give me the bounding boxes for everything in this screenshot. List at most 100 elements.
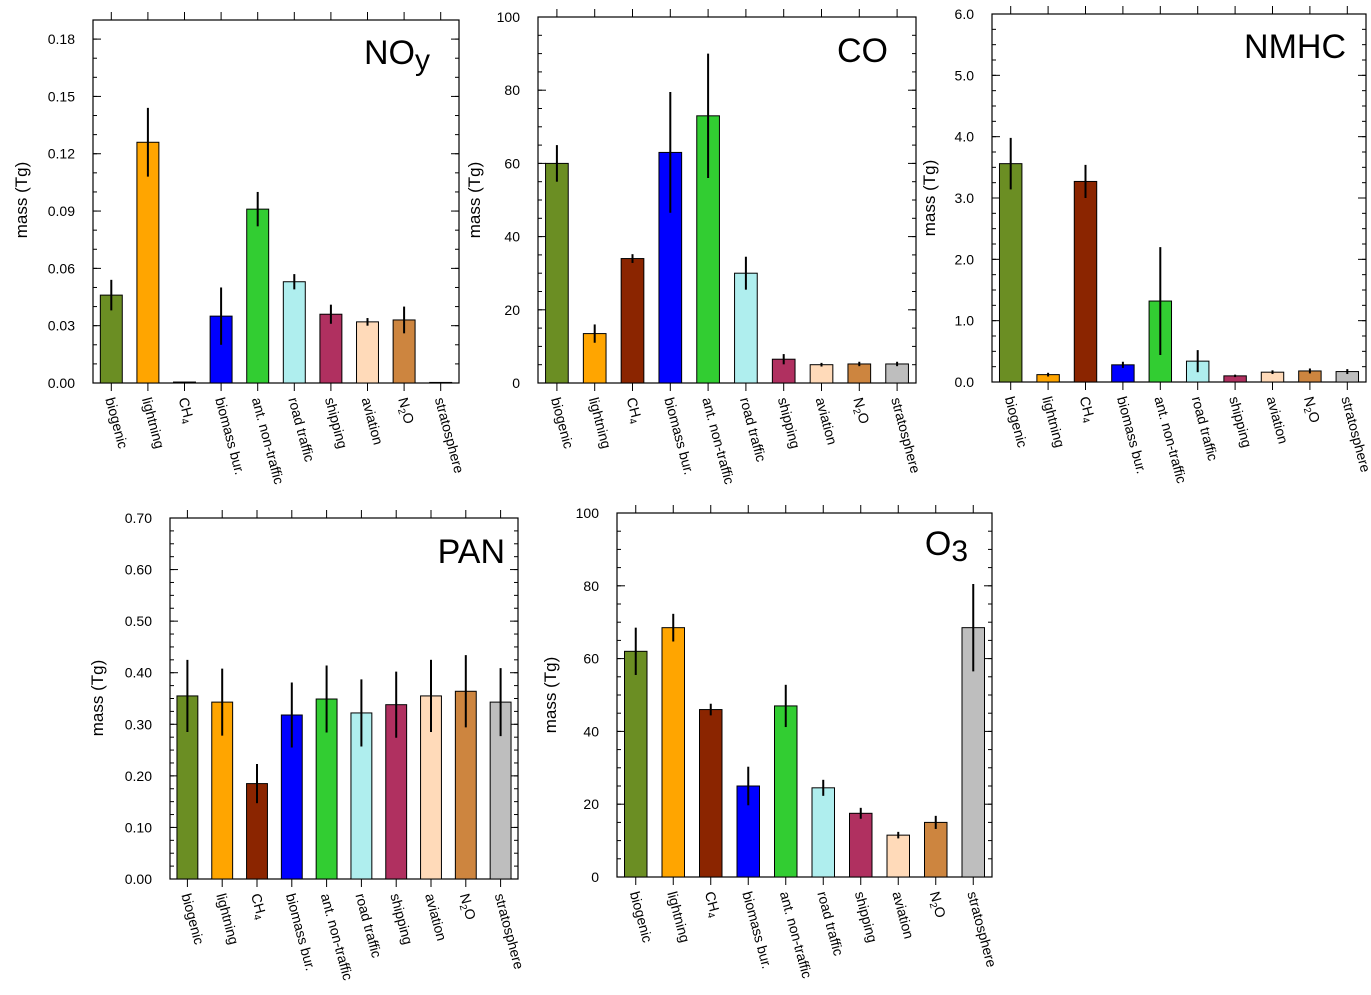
x-category-label: lightning xyxy=(139,396,168,451)
y-tick-label: 4.0 xyxy=(955,129,975,145)
y-tick-label: 0.00 xyxy=(48,375,75,391)
bar-biogenic xyxy=(998,163,1023,383)
x-category-label: biomass bur. xyxy=(1114,395,1150,476)
bar-biogenic xyxy=(624,650,648,878)
y-tick-label: 20 xyxy=(504,302,520,318)
y-tick-label: 0.40 xyxy=(125,665,152,681)
y-tick-label: 0.15 xyxy=(48,88,75,104)
bar-ch4 xyxy=(173,381,196,384)
x-category-label: shipping xyxy=(775,396,804,451)
y-tick-label: 0 xyxy=(591,869,599,885)
x-category-label: biogenic xyxy=(1002,395,1031,450)
y-tick-label: 100 xyxy=(576,505,600,521)
panel-o3: 0 20 40 60 80 100 mass (Tg) O3 biogenic lightning… xyxy=(541,505,1000,980)
y-tick-label: 0.18 xyxy=(48,31,75,47)
y-tick-label: 3.0 xyxy=(955,190,975,206)
y-tick-label: 0 xyxy=(512,375,520,391)
x-category-label: lightning xyxy=(1039,395,1068,450)
bar-n2o xyxy=(924,821,948,878)
x-category-label: CH4​ xyxy=(699,890,724,920)
x-category-label: ant. non-traffic xyxy=(1151,395,1190,485)
y-axis-label: mass (Tg) xyxy=(465,162,484,239)
bar-road-traffic xyxy=(282,281,306,384)
plot-frame xyxy=(92,19,460,384)
x-category-label: stratosphere xyxy=(888,396,924,476)
x-category-label: biogenic xyxy=(179,892,208,947)
x-category-label: aviation xyxy=(813,396,841,447)
bar-ch4 xyxy=(620,258,645,384)
x-category-label: ant. non-traffic xyxy=(249,396,288,486)
x-category-label: N2​O xyxy=(392,396,417,427)
x-category-label: road traffic xyxy=(285,396,318,464)
x-category-label: CH4​ xyxy=(173,396,198,426)
x-category-label: road traffic xyxy=(814,890,847,958)
panel-title: O3 xyxy=(925,525,968,568)
y-tick-label: 80 xyxy=(504,82,520,98)
bar-lightning xyxy=(661,627,685,878)
bar-stratosphere xyxy=(429,381,453,384)
x-category-label: biomass bur. xyxy=(283,892,319,973)
bar-shipping xyxy=(849,812,873,878)
x-category-label: CH4​ xyxy=(1074,395,1099,425)
bar-aviation xyxy=(886,834,910,878)
y-tick-label: 0.00 xyxy=(125,871,152,887)
y-tick-label: 0.10 xyxy=(125,819,152,835)
y-tick-label: 1.0 xyxy=(955,313,975,329)
bar-ant-non-traffic xyxy=(774,705,798,878)
x-category-label: biogenic xyxy=(102,396,131,451)
y-tick-label: 0.50 xyxy=(125,613,152,629)
x-category-label: stratosphere xyxy=(492,892,528,972)
bar-n2o xyxy=(847,363,872,384)
x-category-label: aviation xyxy=(359,396,387,447)
x-category-label: biomass bur. xyxy=(739,890,775,971)
x-category-label: ant. non-traffic xyxy=(699,396,738,486)
x-category-label: lightning xyxy=(213,892,242,947)
y-tick-label: 0.20 xyxy=(125,768,152,784)
x-category-label: biomass bur. xyxy=(661,396,697,477)
x-category-label: aviation xyxy=(889,890,917,941)
x-category-label: biomass bur. xyxy=(212,396,248,477)
y-axis-label: mass (Tg) xyxy=(920,160,939,237)
x-category-label: aviation xyxy=(1264,395,1292,446)
x-category-label: ant. non-traffic xyxy=(777,890,816,980)
bar-stratosphere xyxy=(885,363,909,384)
bar-road-traffic xyxy=(811,787,835,878)
bar-lightning xyxy=(136,141,160,384)
panel-title: NMHC xyxy=(1244,28,1346,66)
panel-title: PAN xyxy=(438,533,505,571)
panel-title: NOy xyxy=(364,34,430,77)
x-category-label: shipping xyxy=(322,396,351,451)
y-axis-label: mass (Tg) xyxy=(12,162,31,239)
y-tick-label: 0.06 xyxy=(48,260,75,276)
bar-biogenic xyxy=(545,162,569,384)
x-category-label: road traffic xyxy=(737,396,770,464)
x-category-label: lightning xyxy=(664,890,693,945)
bar-ch4 xyxy=(1073,180,1098,383)
panel-nmhc: 0.0 1.0 2.0 3.0 4.0 5.0 6.0 mass (Tg) NMHC biogen… xyxy=(920,6,1371,485)
x-category-label: shipping xyxy=(387,892,416,947)
y-tick-label: 0.70 xyxy=(125,510,152,526)
x-category-label: road traffic xyxy=(353,892,386,960)
y-tick-label: 2.0 xyxy=(955,251,975,267)
x-category-label: N2​O xyxy=(1298,395,1323,426)
y-tick-label: 60 xyxy=(504,155,520,171)
panel-co: 0 20 40 60 80 100 mass (Tg) CO biogenic lightning… xyxy=(465,9,924,486)
x-category-label: stratosphere xyxy=(964,890,1000,970)
bar-ch4 xyxy=(699,709,723,878)
y-tick-label: 100 xyxy=(497,9,521,25)
y-tick-label: 0.0 xyxy=(955,374,975,390)
bar-shipping xyxy=(319,313,343,384)
y-tick-label: 0.03 xyxy=(48,318,75,334)
y-tick-label: 40 xyxy=(504,229,520,245)
y-tick-label: 40 xyxy=(583,723,599,739)
y-tick-label: 6.0 xyxy=(955,6,975,22)
bar-aviation xyxy=(809,364,834,384)
x-category-label: lightning xyxy=(586,396,615,451)
x-category-label: ant. non-traffic xyxy=(318,892,357,982)
y-axis-label: mass (Tg) xyxy=(88,660,107,737)
plot-frame xyxy=(991,13,1367,383)
x-category-label: stratosphere xyxy=(1338,395,1371,475)
x-category-label: road traffic xyxy=(1189,395,1222,463)
y-tick-label: 0.60 xyxy=(125,562,152,578)
